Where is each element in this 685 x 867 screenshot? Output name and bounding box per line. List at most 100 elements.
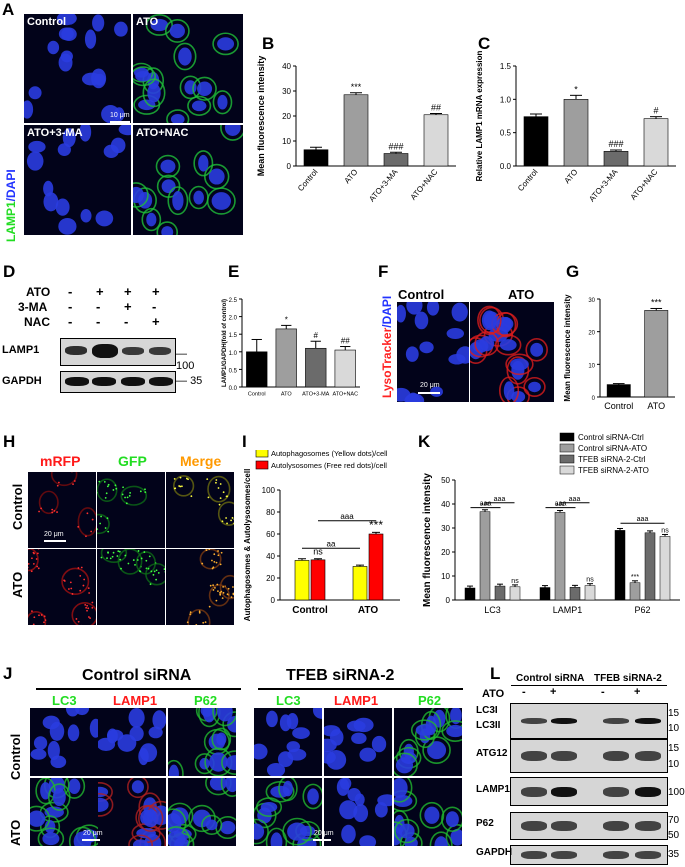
- puncta: [28, 562, 30, 565]
- puncta: [106, 557, 108, 560]
- group-tfeb-sirna: TFEB siRNA-2: [594, 673, 662, 684]
- cell-halo: [410, 719, 438, 741]
- nucleus: [198, 154, 209, 172]
- cell-halo: [138, 804, 164, 832]
- cell-halo: [394, 778, 413, 803]
- nucleus: [193, 190, 204, 205]
- puncta: [226, 522, 228, 525]
- puncta: [53, 510, 56, 512]
- puncta: [215, 481, 217, 484]
- puncta: [220, 551, 223, 554]
- puncta: [132, 559, 135, 561]
- mw-35: — 35: [176, 375, 203, 387]
- bracket-label: aaa: [555, 501, 567, 508]
- dapi-label: /DAPI: [380, 295, 394, 328]
- puncta: [80, 566, 83, 569]
- scalebar-label: 20 μm: [420, 382, 440, 389]
- mw-marker: 10: [668, 723, 680, 734]
- puncta: [105, 492, 108, 495]
- nucleus: [91, 68, 107, 89]
- cell-halo: [429, 831, 453, 846]
- legend-label: TFEB siRNA-2-ATO: [578, 466, 649, 475]
- cells-blue: [26, 125, 131, 235]
- puncta: [219, 563, 222, 566]
- row-ato: ATO: [8, 819, 23, 846]
- treatment-mark: -: [68, 299, 73, 314]
- y-tick-label: 10: [282, 137, 291, 146]
- puncta: [215, 561, 218, 564]
- puncta: [219, 497, 222, 500]
- puncta: [179, 476, 182, 479]
- cell-halo: [525, 338, 548, 362]
- cell-halo: [221, 750, 236, 775]
- puncta: [138, 570, 141, 572]
- cells-blue-green: [133, 14, 239, 123]
- puncta: [198, 611, 201, 614]
- nucleus: [150, 18, 169, 32]
- y-tick-label: 30: [588, 298, 595, 304]
- cell-halo: [222, 711, 236, 738]
- nucleus: [406, 302, 423, 315]
- nucleus: [42, 832, 60, 846]
- puncta: [99, 522, 102, 525]
- cell-halo: [505, 353, 534, 376]
- nucleus: [98, 797, 109, 812]
- puncta: [215, 599, 218, 602]
- nucleus: [131, 780, 144, 794]
- cell-halo: [133, 62, 154, 83]
- group-tfeb-sirna: TFEB siRNA-2: [286, 667, 395, 684]
- row-control: Control: [10, 483, 25, 530]
- puncta: [73, 480, 76, 482]
- significance-label: ***: [631, 574, 639, 581]
- nucleus: [374, 802, 388, 818]
- cells-blue: [24, 14, 128, 123]
- nucleus: [481, 310, 497, 331]
- puncta: [217, 550, 219, 552]
- x-tick-label: ATO+NAC: [629, 167, 660, 202]
- cell-halo: [30, 805, 51, 832]
- nucleus: [152, 710, 166, 730]
- title-ato: ATO: [508, 287, 535, 302]
- puncta: [77, 567, 80, 569]
- scalebar: [82, 839, 100, 841]
- y-axis-title: Relative LAMP1 mRNA expression: [475, 50, 484, 181]
- mw-100: —100: [176, 348, 195, 372]
- puncta: [143, 551, 146, 553]
- nucleus: [270, 832, 283, 846]
- cell-halo: [97, 478, 118, 503]
- puncta: [106, 485, 109, 488]
- nucleus: [211, 192, 231, 210]
- cell-halo: [173, 475, 195, 497]
- puncta: [121, 493, 124, 496]
- nucleus: [68, 778, 81, 795]
- nucleus: [169, 23, 185, 39]
- cell-halo: [97, 513, 110, 535]
- nucleus: [129, 726, 144, 742]
- legend-label: Autolysosomes (Free red dots)/cell: [271, 461, 387, 470]
- micrograph-j: [168, 778, 236, 846]
- puncta: [219, 591, 221, 594]
- micrograph-j: [394, 778, 462, 846]
- nucleus: [456, 346, 469, 364]
- image-label: Control: [27, 16, 67, 28]
- nucleus: [312, 708, 322, 719]
- legend-swatch: [255, 450, 269, 458]
- puncta: [125, 502, 128, 505]
- legend-swatch: [559, 454, 575, 464]
- puncta: [112, 489, 115, 491]
- puncta: [212, 589, 215, 591]
- puncta: [201, 562, 204, 565]
- nucleus: [446, 327, 465, 340]
- nucleus: [79, 125, 92, 142]
- y-tick-label: 0.5: [229, 368, 238, 374]
- col-merge: Merge: [180, 453, 222, 469]
- cell-halo: [445, 824, 462, 846]
- cell-halo: [419, 801, 445, 829]
- nucleus: [67, 724, 80, 742]
- bar: [275, 328, 297, 388]
- nucleus: [254, 743, 268, 760]
- panel-label-j: J: [3, 664, 13, 683]
- bar: [614, 530, 626, 601]
- y-tick-label: 20: [588, 331, 595, 337]
- nucleus: [73, 831, 92, 846]
